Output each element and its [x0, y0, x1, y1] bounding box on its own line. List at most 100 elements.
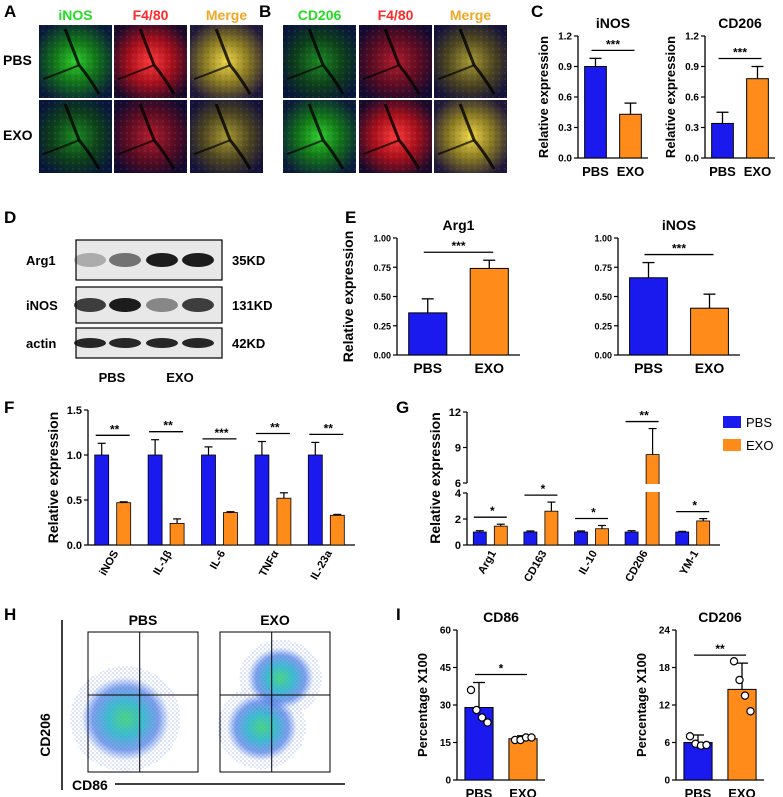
y-tick-label: 0	[664, 776, 670, 787]
category-label: EXO	[728, 786, 755, 797]
significance-label: **	[715, 642, 725, 656]
significance-label: *	[499, 662, 504, 676]
chart-c2: 0.0 0.3 0.6 0.9 1.2 CD206 Relative expression P…	[663, 15, 775, 179]
bar-exo	[595, 528, 609, 546]
bar-exo	[696, 520, 711, 546]
y-tick-label: 4	[455, 488, 462, 500]
y-axis-label: Percentage X100	[415, 653, 430, 757]
bar-exo	[116, 502, 132, 546]
bar-pbs	[624, 531, 639, 546]
category-label: TNFα	[257, 548, 282, 579]
blot-band-label: Arg1	[26, 253, 56, 268]
category-label: IL-1β	[151, 548, 175, 577]
flow-y-label: CD206	[37, 713, 53, 757]
micrograph-a-pbs-vessel-branch	[117, 64, 155, 81]
blot-group-label: PBS	[99, 370, 126, 385]
chart-e2: 0.00 0.25 0.50 0.75 1.00 iNOS PBS EXO ***	[594, 217, 740, 376]
y-tick-label: 0	[455, 540, 461, 552]
micrograph-a-pbs-texture	[114, 25, 187, 98]
panel-letter-d: D	[4, 208, 17, 227]
bar	[727, 688, 757, 781]
y-tick-label: 0.0	[67, 540, 82, 552]
blot-size-label: 35KD	[232, 253, 265, 268]
flow-x-label: CD86	[72, 777, 108, 793]
y-tick-label: 0.9	[558, 62, 572, 73]
legend-label: PBS	[746, 415, 772, 430]
micrograph-a-pbs-vessel-branch	[193, 64, 231, 81]
data-point	[685, 732, 695, 741]
category-label: PBS	[685, 786, 712, 797]
bar	[469, 267, 509, 356]
chart-g: 0 2 46 9 12 Relative expression * Arg1 * CD163 * IL…	[427, 407, 773, 584]
blot-band	[146, 253, 178, 267]
category-label: Arg1	[476, 549, 499, 577]
y-tick-label: 1.5	[67, 405, 82, 417]
micrograph-b-pbs-texture	[283, 25, 356, 98]
western-blot-layer: Arg1 35KD iNOS 131KD actin 42KD PBS EXO	[26, 239, 272, 385]
blot-band	[182, 298, 214, 312]
y-tick-label: 1.00	[373, 234, 391, 244]
significance-label: *	[541, 482, 546, 496]
y-tick-label: 0.9	[685, 62, 699, 73]
bar	[746, 78, 769, 159]
panel-letter-e: E	[345, 208, 357, 227]
data-point	[483, 718, 492, 727]
y-tick-label: 0.0	[558, 154, 572, 165]
data-point	[729, 657, 739, 666]
y-tick-label: 0.75	[373, 263, 391, 273]
category-label: CD163	[522, 549, 550, 585]
significance-label: ***	[451, 239, 465, 253]
y-tick-label: 30	[440, 701, 452, 712]
blot-band	[109, 253, 141, 267]
y-tick-label: 1.2	[558, 32, 572, 43]
micrograph-b-exo-vessel-branch	[362, 139, 400, 156]
chart-title: CD206	[718, 15, 762, 31]
category-label: EXO	[474, 360, 504, 376]
category-label: IL-10	[577, 549, 600, 577]
y-tick-label: 0.3	[558, 123, 572, 134]
blot-band	[109, 298, 141, 312]
data-point	[702, 740, 711, 750]
y-axis-label: Relative expression	[536, 36, 551, 158]
y-tick-label: 0.3	[685, 123, 699, 134]
flow-group-label: PBS	[129, 612, 158, 628]
flow-cytometry-layer: PBS EXO CD206 CD86	[37, 612, 345, 793]
panel-letter-a: A	[4, 2, 17, 21]
chart-f: 0.0 0.5 1.0 1.5 Relative expression ** iNOS ** I…	[45, 405, 355, 582]
data-point	[735, 675, 744, 685]
y-axis-label: Relative expression	[340, 231, 356, 363]
bar-pbs	[307, 454, 323, 546]
bar-pbs	[472, 531, 487, 546]
category-label: PBS	[466, 786, 493, 797]
chart-i1: 0 15 30 45 60 CD86 Percentage X100 PBS EXO *	[415, 609, 545, 797]
y-tick-label: 15	[440, 738, 452, 749]
category-label: EXO	[744, 164, 771, 179]
data-point	[740, 691, 750, 700]
significance-label: ***	[606, 37, 620, 51]
micrograph-b-exo-texture	[359, 100, 432, 173]
micrograph-a-exo-texture	[114, 100, 187, 173]
axis-break-gap	[644, 484, 662, 492]
category-label: EXO	[695, 360, 725, 376]
category-label: EXO	[617, 164, 644, 179]
chart-title: iNOS	[662, 217, 696, 233]
micrograph-a-exo-texture	[39, 100, 112, 173]
y-tick-label: 0.0	[685, 154, 699, 165]
y-axis-label: Relative expression	[663, 36, 678, 158]
panel-letter-b: B	[259, 2, 272, 21]
panel-a-row-label: EXO	[3, 127, 33, 143]
blot-band	[182, 338, 214, 348]
bar-pbs	[523, 531, 538, 546]
blot-band-label: actin	[26, 336, 56, 351]
bar	[619, 113, 642, 159]
significance-label: **	[324, 421, 334, 435]
chart-title: CD206	[698, 609, 742, 625]
y-tick-label: 2	[455, 514, 461, 526]
bar	[690, 307, 729, 356]
y-tick-label: 12	[449, 407, 461, 419]
flow-plot-density	[70, 666, 181, 772]
micrograph-a-exo-vessel-branch	[117, 139, 155, 156]
category-label: IL-6	[208, 549, 228, 572]
y-tick-label: 1.0	[67, 450, 82, 462]
